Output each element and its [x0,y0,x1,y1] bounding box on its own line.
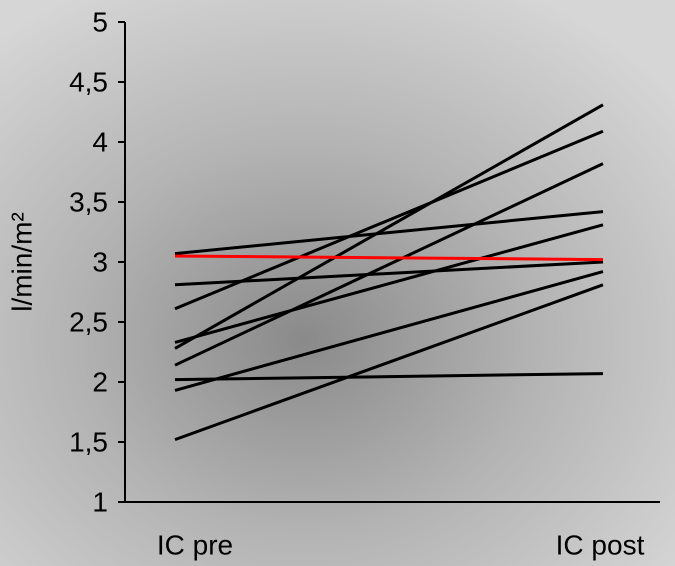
slope-line [174,210,604,256]
slope-line [174,270,604,392]
slope-line [174,162,604,367]
y-tick-label: 1,5 [69,426,108,457]
y-tick-label: 2,5 [69,306,108,337]
y-tick-label: 3,5 [69,186,108,217]
y-tick-label: 2 [92,366,108,397]
y-tick-label: 4,5 [69,66,108,97]
slope-line [174,254,604,262]
slope-line [174,129,604,311]
x-tick-label: IC pre [157,529,233,560]
slope-line [174,283,604,442]
y-tick-label: 4 [92,126,108,157]
x-tick-label: IC post [556,529,645,560]
y-tick-label: 3 [92,246,108,277]
y-tick-label: 5 [92,6,108,37]
y-tick-label: 1 [92,486,108,517]
slope-line [174,103,604,350]
slope-line [174,223,604,344]
slope-line [174,260,604,287]
slope-line [174,372,604,382]
y-axis-label: l/min/m² [6,212,37,312]
